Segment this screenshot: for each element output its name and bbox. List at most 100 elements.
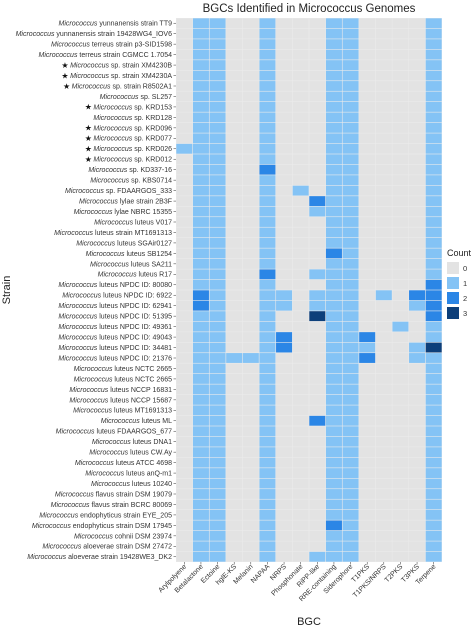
heatmap-cell	[276, 311, 293, 322]
heatmap-cell	[359, 321, 376, 332]
heatmap-cell	[409, 28, 426, 39]
heatmap-cell	[409, 143, 426, 154]
heatmap-cell	[342, 363, 359, 374]
heatmap-cell	[176, 175, 193, 186]
heatmap-cell	[242, 499, 259, 510]
heatmap-cell	[192, 28, 209, 39]
heatmap-cell	[209, 101, 226, 112]
heatmap-cell	[242, 60, 259, 71]
heatmap-cell	[375, 551, 392, 562]
heatmap-cell	[375, 258, 392, 269]
heatmap-cell	[342, 154, 359, 165]
legend-swatch	[447, 262, 459, 274]
heatmap-cell	[259, 269, 276, 280]
strain-label: Micrococcus luteus ATCC 4698	[75, 460, 172, 467]
heatmap-cell	[242, 258, 259, 269]
heatmap-cell	[309, 154, 326, 165]
heatmap-cell	[359, 133, 376, 144]
heatmap-cell	[425, 353, 442, 363]
heatmap-cell	[176, 530, 193, 541]
heatmap-cell	[226, 164, 243, 175]
heatmap-cell	[325, 81, 342, 91]
heatmap-cell	[325, 217, 342, 227]
heatmap-cell	[409, 321, 426, 332]
heatmap-cell	[375, 394, 392, 405]
heatmap-cell	[342, 248, 359, 259]
heatmap-cell	[192, 509, 209, 520]
heatmap-cell	[242, 112, 259, 123]
heatmap-cell	[425, 206, 442, 217]
heatmap-cell	[425, 489, 442, 499]
heatmap-cell	[242, 436, 259, 447]
heatmap-cell	[292, 489, 309, 499]
heatmap-cell	[359, 227, 376, 238]
heatmap-cell	[292, 18, 309, 29]
heatmap-cell	[425, 342, 442, 353]
heatmap-cell	[176, 541, 193, 552]
heatmap-cell	[176, 185, 193, 196]
heatmap-cell	[425, 415, 442, 426]
heatmap-cell	[276, 28, 293, 39]
heatmap-cell	[209, 384, 226, 395]
heatmap-cell	[176, 164, 193, 175]
heatmap-cell	[359, 384, 376, 395]
heatmap-cell	[276, 49, 293, 60]
strain-label: Micrococcus yunnanensis strain 19428WG4_…	[16, 31, 173, 38]
heatmap-cell	[309, 551, 326, 562]
heatmap-cell	[259, 520, 276, 531]
heatmap-cell	[325, 175, 342, 186]
heatmap-cell	[359, 81, 376, 91]
heatmap-cell	[359, 541, 376, 552]
heatmap-cell	[176, 509, 193, 520]
heatmap-cell	[226, 154, 243, 165]
heatmap-cell	[242, 28, 259, 39]
heatmap-cell	[342, 269, 359, 280]
heatmap-cell	[425, 49, 442, 60]
heatmap-cell	[226, 175, 243, 186]
heatmap-cell	[259, 154, 276, 165]
heatmap-cell	[226, 405, 243, 416]
heatmap-cell	[242, 520, 259, 531]
heatmap-cell	[192, 447, 209, 458]
heatmap-cell	[192, 91, 209, 102]
heatmap-cell	[409, 258, 426, 269]
heatmap-cell	[375, 363, 392, 374]
heatmap-cell	[209, 112, 226, 123]
heatmap-cell	[276, 426, 293, 437]
heatmap-cell	[226, 468, 243, 479]
heatmap-cell	[176, 457, 193, 468]
heatmap-cell	[359, 258, 376, 269]
heatmap-cell	[292, 269, 309, 280]
heatmap-cell	[309, 122, 326, 133]
heatmap-cell	[226, 530, 243, 541]
heatmap-cell	[226, 49, 243, 60]
heatmap-cell	[359, 447, 376, 458]
heatmap-cell	[325, 133, 342, 144]
heatmap-cell	[375, 248, 392, 259]
heatmap-cell	[276, 520, 293, 531]
heatmap-cell	[409, 468, 426, 479]
heatmap-cell	[309, 541, 326, 552]
heatmap-cell	[259, 405, 276, 416]
heatmap-cell	[342, 206, 359, 217]
heatmap-cell	[276, 353, 293, 363]
heatmap-cell	[375, 164, 392, 175]
heatmap-cell	[292, 101, 309, 112]
heatmap-cell	[392, 237, 409, 248]
heatmap-cell	[259, 478, 276, 489]
heatmap-cell	[226, 28, 243, 39]
legend-label: 3	[463, 309, 467, 318]
heatmap-cell	[209, 457, 226, 468]
heatmap-cell	[259, 196, 276, 207]
heatmap-cell	[342, 520, 359, 531]
heatmap-cell	[342, 217, 359, 227]
heatmap-cell	[292, 321, 309, 332]
strain-label: Micrococcus lylae NBRC 15355	[74, 209, 173, 216]
heatmap-cell	[425, 175, 442, 186]
strain-label: Micrococcus luteus anQ-m1	[85, 470, 172, 477]
heatmap-cell	[242, 70, 259, 81]
heatmap-cell	[259, 81, 276, 91]
heatmap-cell	[425, 18, 442, 29]
heatmap-cell	[425, 81, 442, 91]
heatmap-cell	[309, 353, 326, 363]
